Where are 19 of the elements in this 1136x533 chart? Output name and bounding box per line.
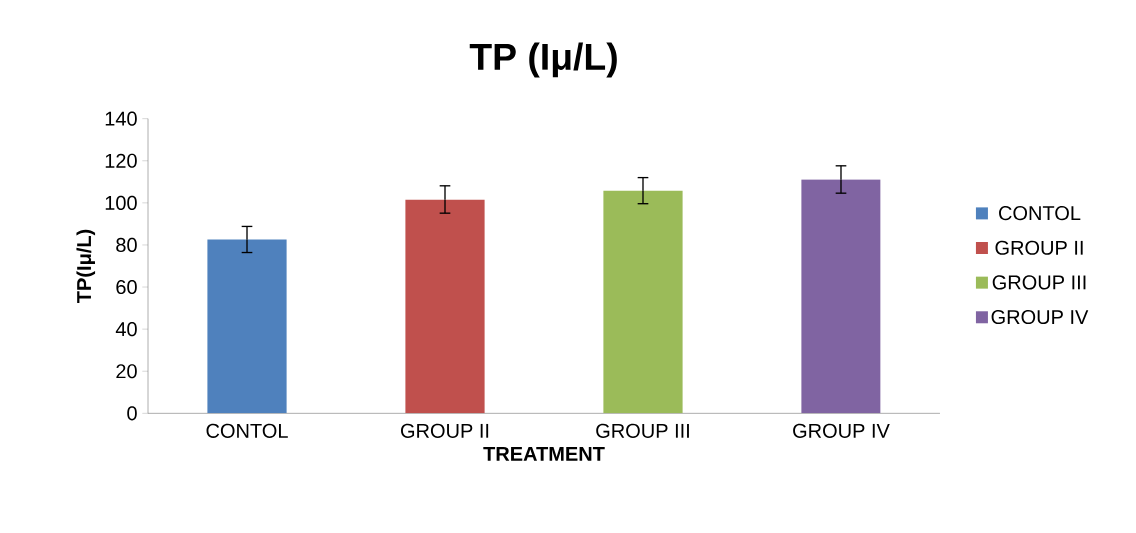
y-axis-title: TP(Iμ/L): [76, 229, 96, 303]
chart-title: TP (Iμ/L): [469, 42, 617, 78]
x-tick-label: GROUP III: [596, 423, 689, 438]
x-tick-label: GROUP II: [401, 423, 489, 438]
y-tick-label: 100: [105, 195, 137, 210]
legend-label: GROUP IV: [991, 309, 1089, 324]
legend-label: CONTOL: [999, 205, 1081, 221]
y-tick-label: 60: [116, 279, 137, 294]
x-tick-label: CONTOL: [206, 423, 288, 438]
y-tick-label: 140: [105, 111, 137, 126]
legend-label: GROUP II: [995, 240, 1083, 255]
y-tick-label: 80: [116, 237, 137, 252]
y-tick-label: 0: [127, 406, 137, 421]
y-tick-label: 20: [116, 364, 137, 379]
legend-label: GROUP III: [992, 275, 1086, 290]
y-tick-label: 120: [105, 153, 137, 168]
x-axis-title: TREATMENT: [483, 446, 605, 461]
y-tick-label: 40: [115, 321, 137, 337]
x-tick-label: GROUP IV: [793, 423, 890, 438]
